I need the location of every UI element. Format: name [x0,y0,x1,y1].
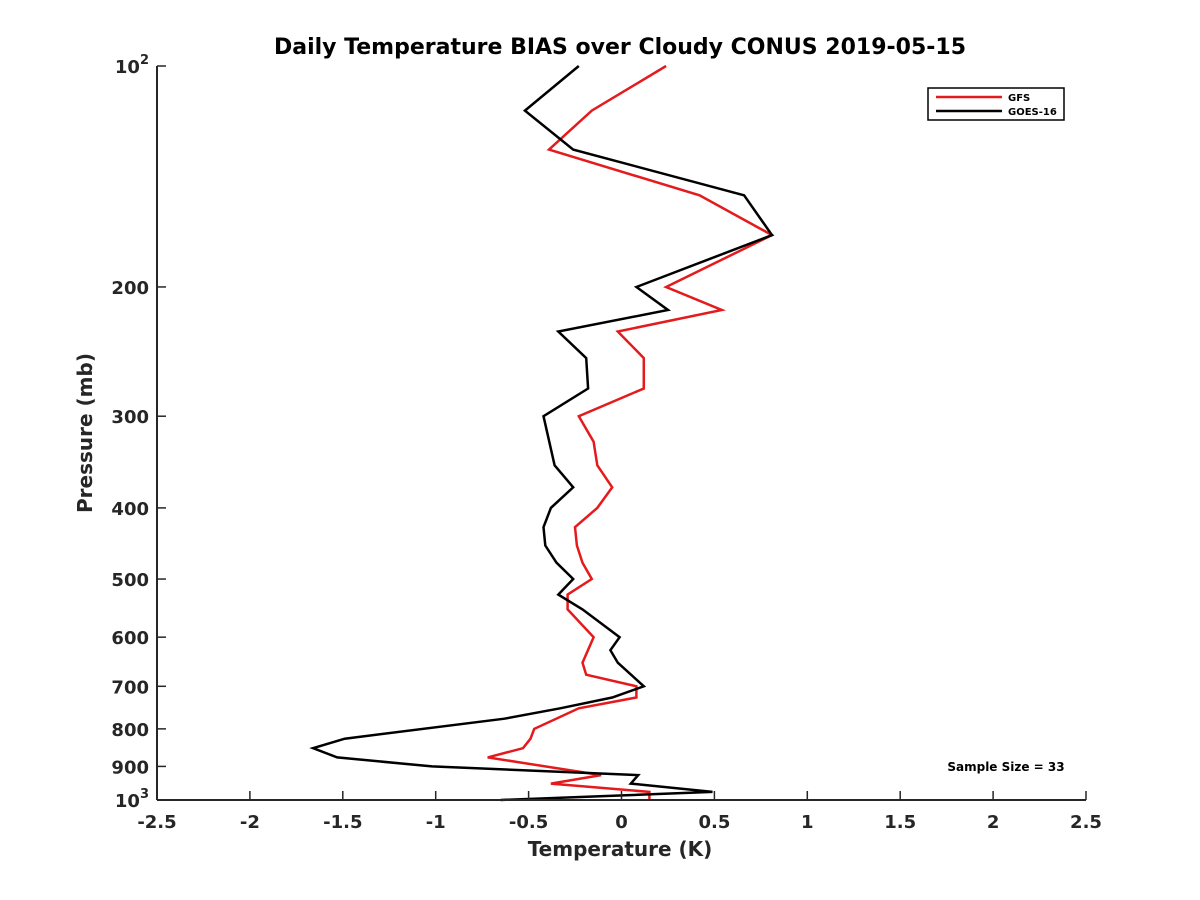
x-ticks: -2.5 -2 -1.5 -1 -0.5 0 0.5 1 1.5 2 2.5 [137,791,1102,833]
y-tick-label-exponent: 2 [140,53,149,68]
y-tick-label: 600 [111,628,149,649]
y-tick-label-base: 400 [111,499,149,520]
x-tick-label: 0 [615,812,628,833]
y-tick-label: 102 [115,53,149,78]
y-tick-label-base: 300 [111,407,149,428]
y-tick-label-base: 10 [115,791,140,812]
y-axis-label: Pressure (mb) [73,353,97,513]
y-tick-label: 900 [111,757,149,778]
y-tick-label-base: 700 [111,677,149,698]
x-tick-label: -2.5 [137,812,176,833]
y-tick-label: 300 [111,407,149,428]
series-line-goes16 [309,65,774,802]
y-tick-label-base: 10 [115,57,140,78]
y-tick-label: 500 [111,570,149,591]
y-tick-label-exponent: 3 [140,787,149,802]
legend: GFS GOES-16 [927,87,1065,121]
y-tick-label-base: 600 [111,628,149,649]
x-tick-label: 0.5 [698,812,730,833]
legend-label-gfs: GFS [1008,93,1030,104]
x-tick-label: 1 [801,812,814,833]
x-axis-label: Temperature (K) [528,837,713,861]
x-tick-label: -1 [426,812,446,833]
y-tick-label: 800 [111,720,149,741]
y-tick-label-base: 800 [111,720,149,741]
x-tick-label: 2.5 [1070,812,1102,833]
x-tick-label: 1.5 [884,812,916,833]
plot-area [309,64,775,802]
chart-title: Daily Temperature BIAS over Cloudy CONUS… [274,35,966,60]
y-tick-label-base: 900 [111,757,149,778]
y-tick-label: 103 [115,787,149,812]
x-tick-label: -1.5 [323,812,362,833]
y-tick-label: 200 [111,278,149,299]
x-tick-label: -2 [240,812,260,833]
y-tick-label-base: 500 [111,570,149,591]
x-tick-label: 2 [987,812,1000,833]
sample-size-annotation: Sample Size = 33 [947,760,1064,774]
x-tick-label: -0.5 [509,812,548,833]
legend-label-goes16: GOES-16 [1008,107,1057,118]
legend-box [927,87,1065,121]
y-tick-label-base: 200 [111,278,149,299]
series-line-gfs [487,64,775,800]
y-tick-label: 700 [111,677,149,698]
y-tick-label: 400 [111,499,149,520]
